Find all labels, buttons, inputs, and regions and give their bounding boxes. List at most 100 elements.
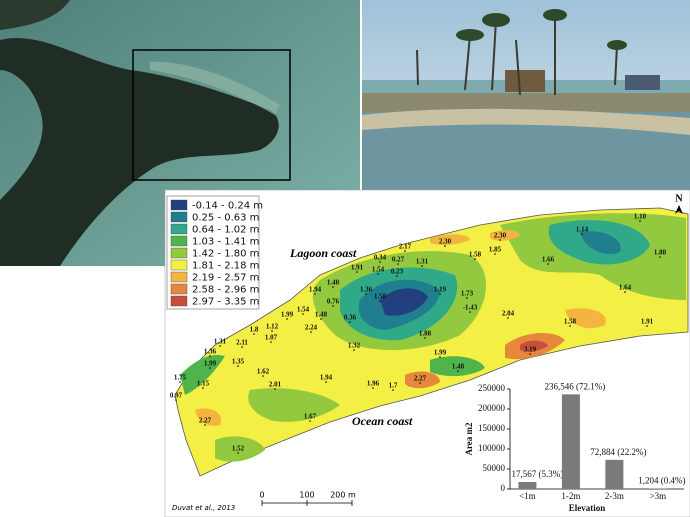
spot-heights: 2.17 2.30 2.30 1.10 1.14 1.88 0.34 0.27 1.31 1.58…: [170, 213, 667, 454]
spot-point: [314, 293, 316, 295]
spot-point: [286, 318, 288, 320]
legend-label: 0.25 - 0.63 m: [192, 213, 259, 224]
spot-point: [332, 286, 334, 288]
scale-label: 0: [259, 491, 264, 500]
spot-height: 1.88: [419, 330, 432, 338]
spot-height: 2.24: [305, 324, 318, 332]
spot-height: 3.19: [524, 346, 537, 354]
legend-swatch: [170, 211, 188, 223]
spot-point: [439, 356, 441, 358]
spot-height: 1.73: [461, 290, 474, 298]
spot-point: [310, 331, 312, 333]
spot-point: [332, 305, 334, 307]
spot-point: [209, 367, 211, 369]
y-tick-label: 100000: [478, 443, 506, 453]
spot-point: [271, 330, 273, 332]
x-tick-label: >3m: [650, 491, 667, 501]
spot-height: 1.58: [469, 251, 482, 259]
spot-height: 1.75: [174, 374, 187, 382]
spot-height: 1.99: [281, 311, 294, 319]
spot-height: 1.7: [389, 382, 398, 390]
y-axis-title: Area m2: [464, 422, 474, 456]
scale-label: 200 m: [330, 491, 356, 500]
y-tick-label: 250000: [478, 383, 506, 393]
spot-point: [404, 250, 406, 252]
spot-point: [624, 291, 626, 293]
legend-swatch: [170, 199, 188, 211]
spot-height: 0.97: [170, 392, 183, 400]
spot-height: 2.27: [199, 417, 212, 425]
spot-height: 1.8: [250, 326, 259, 334]
spot-height: 1.19: [434, 286, 447, 294]
credit: Duvat et al., 2013: [172, 504, 235, 512]
spot-height: 1.31: [214, 338, 227, 346]
spot-point: [202, 387, 204, 389]
spot-point: [353, 349, 355, 351]
spot-point: [424, 337, 426, 339]
spot-point: [209, 355, 211, 357]
spot-point: [262, 375, 264, 377]
spot-point: [507, 317, 509, 319]
spot-height: 2.04: [502, 310, 515, 318]
legend-label: 2.58 - 2.96 m: [192, 285, 259, 296]
spot-height: 1.67: [304, 413, 317, 421]
spot-point: [494, 253, 496, 255]
value-label: 17,567 (5.3%): [512, 469, 564, 479]
legend-label: 2.19 - 2.57 m: [192, 273, 259, 284]
spot-point: [646, 325, 648, 327]
spot-point: [379, 261, 381, 263]
legend-swatch: [170, 235, 188, 247]
spot-height: 1.36: [204, 348, 217, 356]
legend-swatch: [170, 295, 188, 307]
legend-label: -0.14 - 0.24 m: [192, 201, 263, 212]
spot-height: 2.01: [269, 381, 282, 389]
x-tick-label: <1m: [519, 491, 536, 501]
ground-photo: [362, 0, 690, 190]
spot-point: [325, 381, 327, 383]
scale-label: 100: [299, 491, 314, 500]
spot-height: 1.52: [232, 445, 245, 453]
spot-height: 1.94: [320, 374, 333, 382]
spot-height: 1.96: [367, 380, 380, 388]
map: -0.14 - 0.24 m0.25 - 0.63 m0.64 - 1.02 m…: [164, 189, 690, 517]
spot-height: 2.30: [494, 232, 507, 240]
spot-height: 1.58: [564, 318, 577, 326]
spot-point: [372, 387, 374, 389]
spot-height: 1.40: [327, 279, 340, 287]
north-label: N: [675, 193, 683, 204]
spot-point: [439, 293, 441, 295]
spot-point: [392, 389, 394, 391]
spot-height: 0.36: [344, 314, 357, 322]
spot-height: 1.85: [489, 246, 502, 254]
spot-height: 0.27: [392, 256, 405, 264]
spot-height: 1.91: [641, 318, 654, 326]
spot-point: [356, 271, 358, 273]
spot-height: 2.11: [236, 339, 248, 347]
spot-height: 1.58: [374, 293, 387, 301]
spot-height: 1.48: [315, 311, 328, 319]
y-tick-label: 0: [501, 483, 506, 493]
legend-label: 1.81 - 2.18 m: [192, 261, 259, 272]
spot-height: 1.36: [360, 286, 373, 294]
spot-height: 1.94: [309, 286, 322, 294]
spot-height: 1.99: [204, 360, 217, 368]
spot-point: [529, 353, 531, 355]
spot-height: 0.23: [391, 268, 404, 276]
legend-label: 2.97 - 3.35 m: [192, 297, 259, 308]
spot-point: [397, 263, 399, 265]
spot-height: 1.91: [351, 264, 364, 272]
value-label: 1,204 (0.4%): [638, 476, 685, 486]
legend-swatch: [170, 259, 188, 271]
spot-height: 2.17: [399, 243, 412, 251]
spot-height: 1.54: [372, 266, 385, 274]
scale-bar: 0 100 200 m: [259, 491, 356, 506]
legend-label: 1.42 - 1.80 m: [192, 249, 259, 260]
x-tick-label: 2-3m: [605, 491, 624, 501]
spot-point: [569, 325, 571, 327]
spot-point: [253, 333, 255, 335]
spot-point: [270, 341, 272, 343]
spot-point: [396, 275, 398, 277]
spot-point: [349, 321, 351, 323]
spot-point: [379, 300, 381, 302]
spot-point: [474, 258, 476, 260]
